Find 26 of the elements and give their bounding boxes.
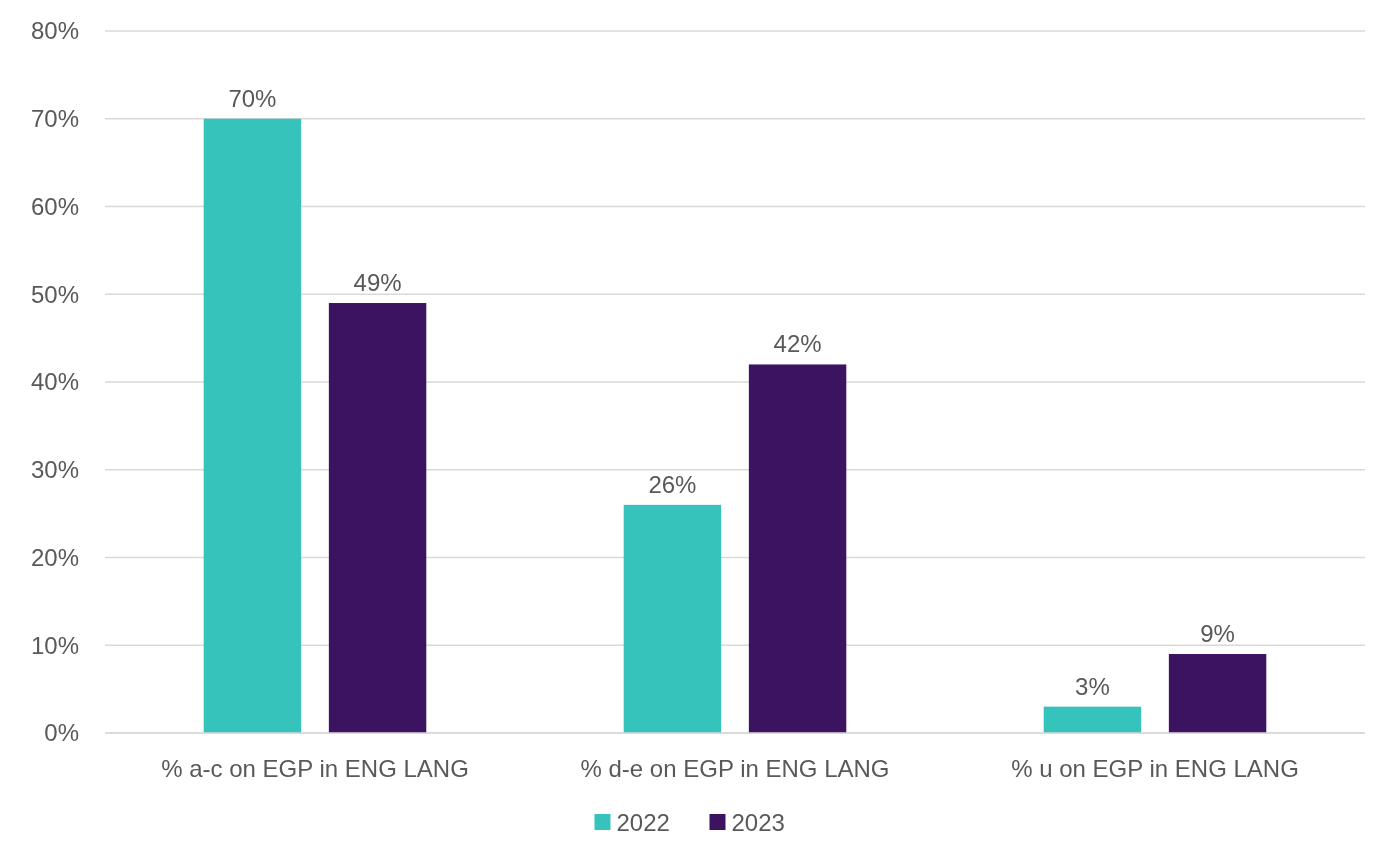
x-tick-label: % d-e on EGP in ENG LANG <box>580 755 890 782</box>
y-tick-label: 50% <box>30 280 79 308</box>
data-label: 3% <box>1075 672 1110 700</box>
bar <box>623 504 722 733</box>
y-tick-label: 60% <box>30 192 79 220</box>
y-tick-label: 0% <box>44 719 79 747</box>
data-label: 9% <box>1200 620 1235 648</box>
data-label: 70% <box>228 84 277 112</box>
x-tick-label: % u on EGP in ENG LANG <box>1011 755 1299 782</box>
legend-label: 2023 <box>731 809 785 837</box>
y-tick-label: 30% <box>30 456 79 484</box>
bar <box>748 364 847 733</box>
bar <box>203 118 302 733</box>
legend-label: 2022 <box>616 809 670 837</box>
y-tick-label: 80% <box>30 17 79 45</box>
data-label: 42% <box>773 330 822 358</box>
y-tick-label: 10% <box>30 631 79 659</box>
bar <box>328 303 427 733</box>
data-label: 49% <box>353 269 402 297</box>
y-tick-label: 40% <box>30 368 79 396</box>
y-tick-label: 20% <box>30 543 79 571</box>
bar <box>1043 706 1142 733</box>
data-label: 26% <box>648 470 697 498</box>
y-tick-label: 70% <box>30 105 79 133</box>
x-tick-label: % a-c on EGP in ENG LANG <box>161 755 469 782</box>
bar <box>1168 654 1267 733</box>
